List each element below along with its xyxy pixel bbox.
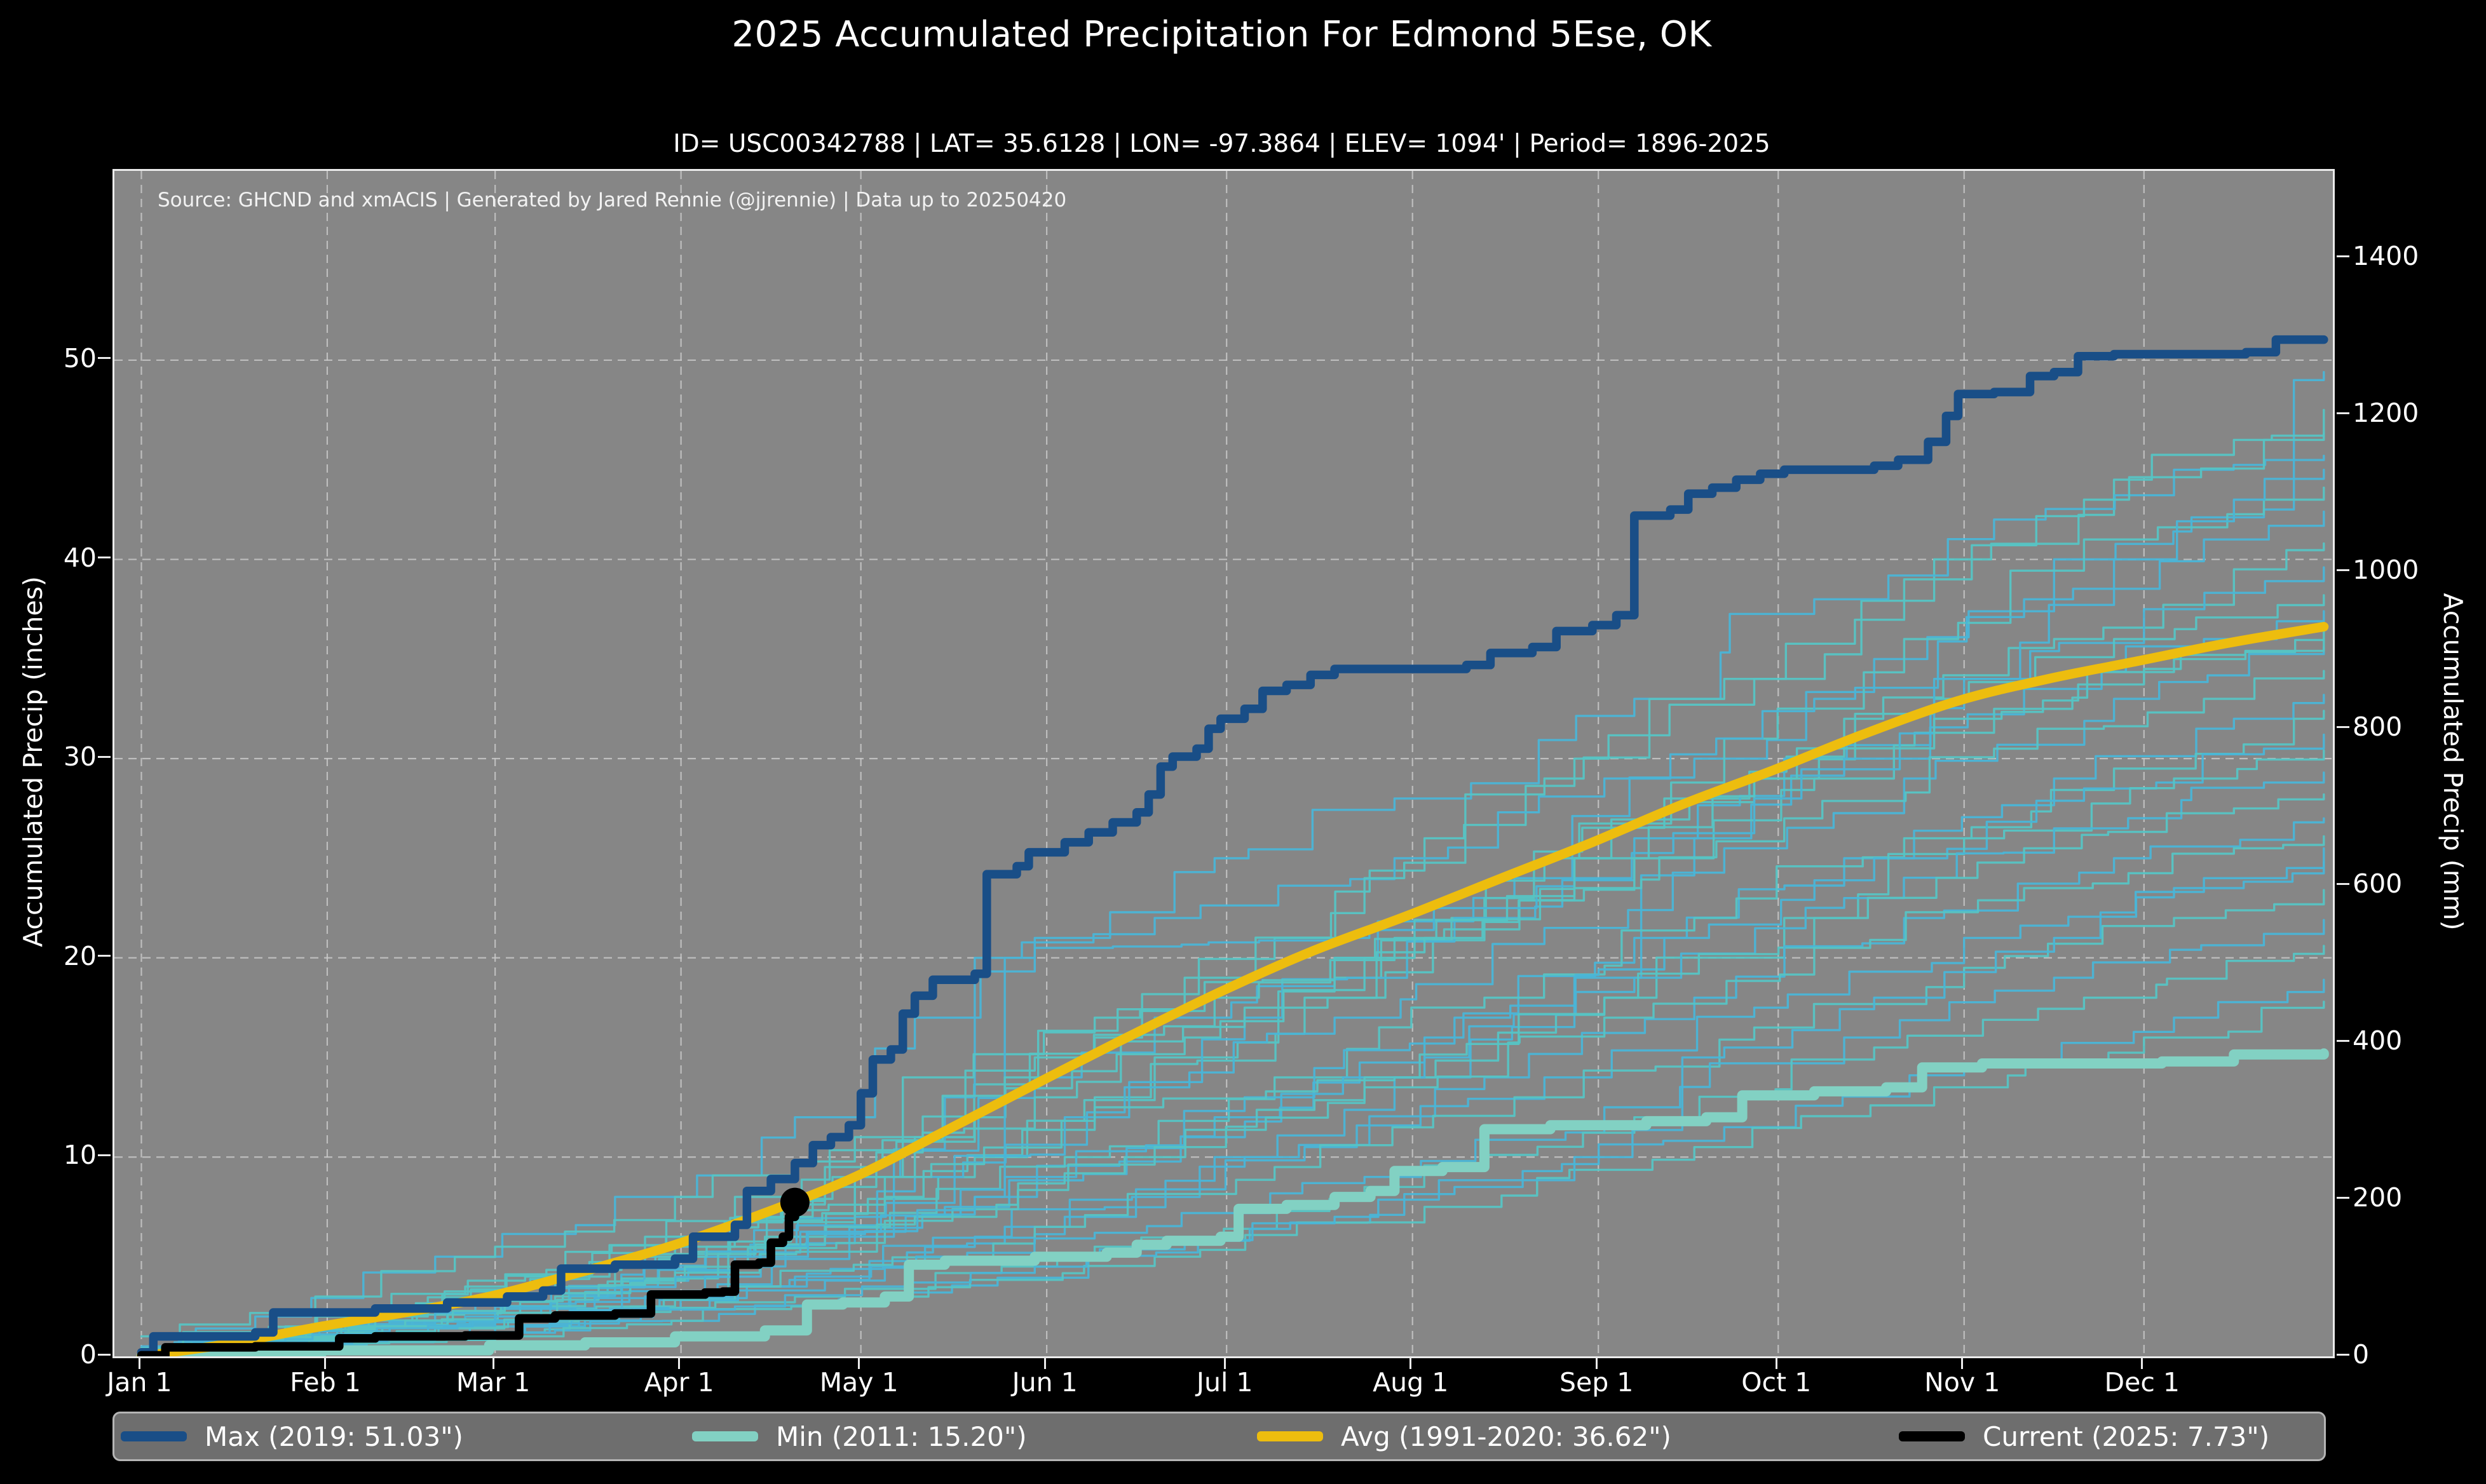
historical-year-line bbox=[140, 542, 2325, 1354]
historical-year-line bbox=[140, 919, 2325, 1356]
y-left-tick-label: 30 bbox=[63, 741, 97, 772]
historical-year-line bbox=[140, 793, 2325, 1354]
tick-mark bbox=[1043, 1356, 1046, 1369]
historical-year-line bbox=[140, 835, 2325, 1352]
tick-mark bbox=[1409, 1356, 1412, 1369]
tick-mark bbox=[678, 1356, 681, 1369]
tick-mark bbox=[98, 556, 111, 559]
tick-mark bbox=[1961, 1356, 1964, 1369]
legend: Max (2019: 51.03") Min (2011: 15.20") Av… bbox=[112, 1412, 2326, 1461]
y-right-tick-label: 800 bbox=[2353, 712, 2403, 743]
tick-mark bbox=[2337, 412, 2349, 414]
y-axis-right-label: Accumulated Precip (mm) bbox=[2438, 593, 2468, 931]
legend-item-avg: Avg (1991-2020: 36.62") bbox=[1257, 1413, 1671, 1459]
x-tick-label: Dec 1 bbox=[2104, 1367, 2180, 1398]
x-tick-label: Jul 1 bbox=[1196, 1367, 1253, 1398]
legend-label-current: Current (2025: 7.73") bbox=[1983, 1420, 2270, 1452]
historical-year-line bbox=[140, 1001, 2325, 1354]
historical-year-line bbox=[140, 694, 2325, 1354]
legend-item-max: Max (2019: 51.03") bbox=[121, 1413, 463, 1459]
y-right-tick-label: 1400 bbox=[2353, 241, 2419, 272]
y-left-tick-label: 0 bbox=[79, 1339, 97, 1370]
tick-mark bbox=[2141, 1356, 2143, 1369]
historical-year-line bbox=[140, 638, 2325, 1338]
x-tick-label: Aug 1 bbox=[1373, 1367, 1449, 1398]
chart-canvas bbox=[114, 171, 2333, 1356]
tick-mark bbox=[2337, 1353, 2349, 1356]
legend-label-min: Min (2011: 15.20") bbox=[776, 1420, 1027, 1452]
tick-mark bbox=[324, 1356, 327, 1369]
legend-label-max: Max (2019: 51.03") bbox=[205, 1420, 463, 1452]
y-right-tick-label: 0 bbox=[2353, 1339, 2370, 1370]
tick-mark bbox=[98, 1353, 111, 1356]
y-right-tick-label: 400 bbox=[2353, 1025, 2403, 1056]
x-tick-label: Apr 1 bbox=[644, 1367, 714, 1398]
source-note: Source: GHCND and xmACIS | Generated by … bbox=[158, 189, 1067, 212]
tick-mark bbox=[138, 1356, 140, 1369]
x-tick-label: May 1 bbox=[819, 1367, 899, 1398]
tick-mark bbox=[2337, 1039, 2349, 1042]
current-line-swatch bbox=[1899, 1431, 1965, 1441]
page-title: 2025 Accumulated Precipitation For Edmon… bbox=[731, 14, 1712, 55]
tick-mark bbox=[98, 1154, 111, 1156]
y-right-tick-label: 1000 bbox=[2353, 555, 2419, 586]
y-left-tick-label: 20 bbox=[63, 940, 97, 971]
plot-area: Source: GHCND and xmACIS | Generated by … bbox=[112, 169, 2335, 1358]
y-left-tick-label: 10 bbox=[63, 1140, 97, 1171]
min-line-swatch bbox=[692, 1431, 758, 1441]
x-tick-label: Nov 1 bbox=[1924, 1367, 2000, 1398]
historical-year-line bbox=[140, 433, 2325, 1354]
x-tick-label: Sep 1 bbox=[1559, 1367, 1634, 1398]
legend-item-current: Current (2025: 7.73") bbox=[1899, 1413, 2269, 1459]
current-line bbox=[137, 1197, 799, 1356]
tick-mark bbox=[1775, 1356, 1777, 1369]
historical-year-line bbox=[140, 610, 2325, 1356]
historical-year-line bbox=[140, 454, 2325, 1347]
legend-item-min: Min (2011: 15.20") bbox=[692, 1413, 1027, 1459]
y-left-tick-label: 50 bbox=[63, 342, 97, 374]
tick-mark bbox=[2337, 725, 2349, 728]
historical-year-line bbox=[140, 510, 2325, 1352]
x-tick-label: Oct 1 bbox=[1741, 1367, 1812, 1398]
avg-line bbox=[137, 622, 2329, 1356]
y-right-tick-label: 1200 bbox=[2353, 398, 2419, 429]
x-tick-label: Feb 1 bbox=[290, 1367, 361, 1398]
historical-year-line bbox=[140, 670, 2325, 1356]
station-metadata: ID= USC00342788 | LAT= 35.6128 | LON= -9… bbox=[673, 130, 1770, 158]
tick-mark bbox=[1595, 1356, 1598, 1369]
tick-mark bbox=[98, 755, 111, 758]
current-endpoint-marker bbox=[780, 1187, 810, 1217]
max-line bbox=[137, 335, 2328, 1356]
y-left-tick-label: 40 bbox=[63, 542, 97, 573]
tick-mark bbox=[2337, 1196, 2349, 1199]
y-right-tick-label: 600 bbox=[2353, 868, 2403, 900]
legend-label-avg: Avg (1991-2020: 36.62") bbox=[1341, 1420, 1671, 1452]
x-tick-label: Jan 1 bbox=[107, 1367, 172, 1398]
tick-mark bbox=[858, 1356, 860, 1369]
tick-mark bbox=[98, 357, 111, 360]
tick-mark bbox=[2337, 569, 2349, 571]
x-tick-label: Mar 1 bbox=[456, 1367, 531, 1398]
tick-mark bbox=[492, 1356, 494, 1369]
tick-mark bbox=[2337, 255, 2349, 257]
historical-year-line bbox=[140, 408, 2325, 1350]
x-tick-label: Jun 1 bbox=[1012, 1367, 1078, 1398]
avg-line-swatch bbox=[1257, 1431, 1323, 1441]
min-line bbox=[136, 1048, 2329, 1356]
tick-mark bbox=[2337, 882, 2349, 885]
tick-mark bbox=[1223, 1356, 1226, 1369]
max-line-swatch bbox=[121, 1431, 187, 1441]
y-right-tick-label: 200 bbox=[2353, 1182, 2403, 1213]
historical-year-line bbox=[140, 847, 2325, 1354]
tick-mark bbox=[98, 955, 111, 957]
historical-year-line bbox=[140, 817, 2325, 1356]
